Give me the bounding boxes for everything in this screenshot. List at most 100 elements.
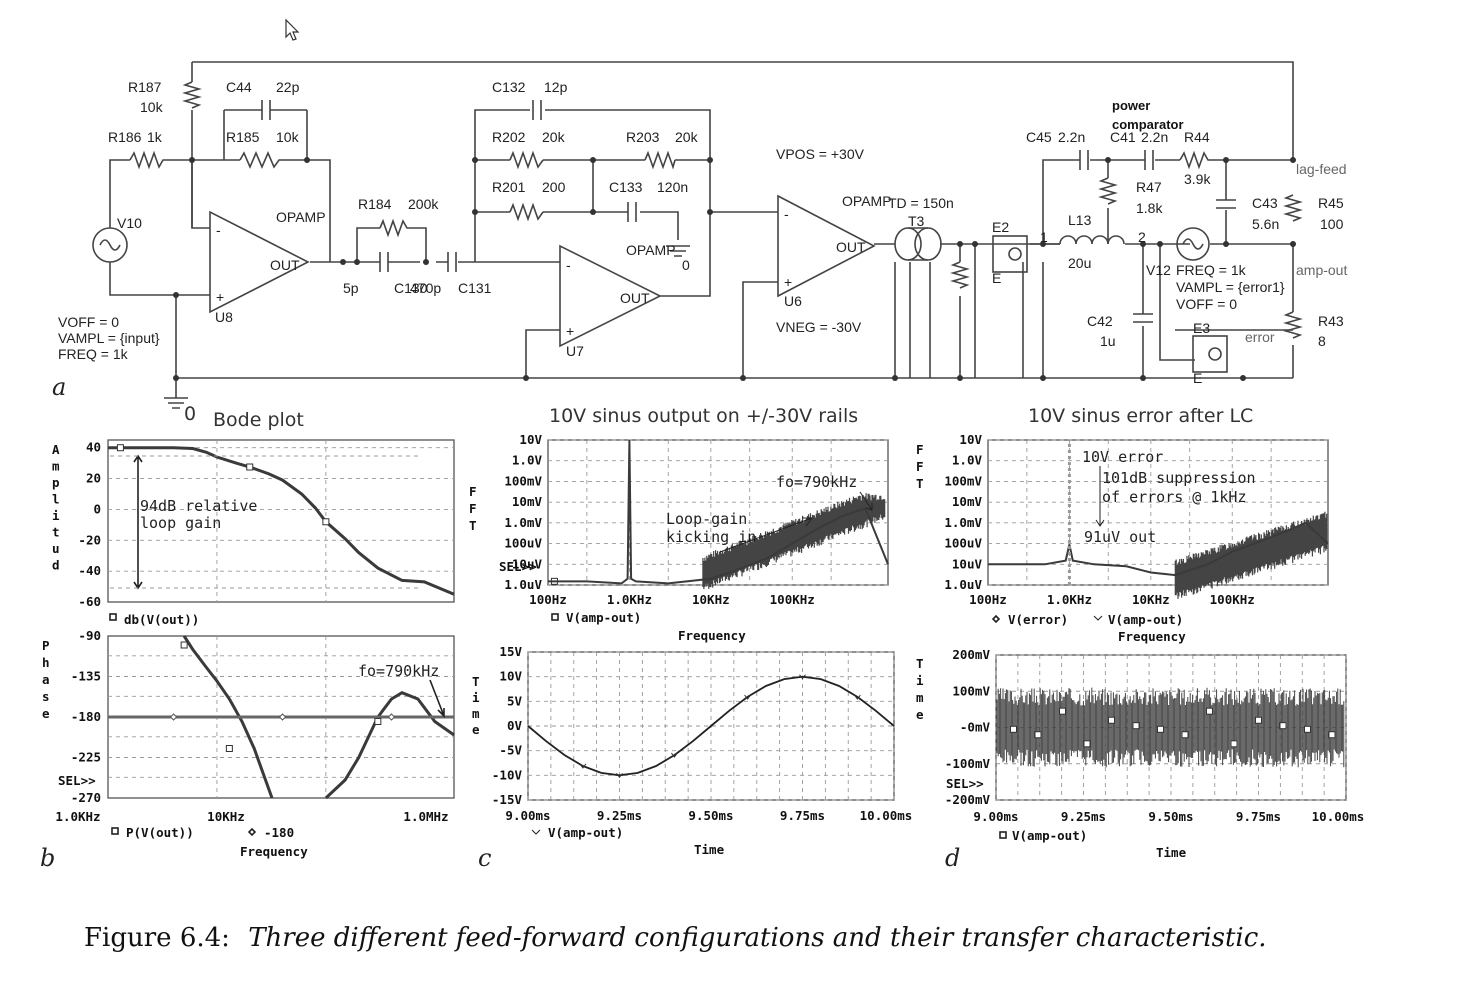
series-noise-amp-out-d [1174,511,1328,599]
resistor-r47 [1098,177,1118,205]
annotation-comparator: comparator [1112,117,1184,132]
label-c130: C130 [394,280,428,296]
xlabel-d-top: Frequency [1118,629,1186,644]
tick-label: 9.00ms [973,809,1018,824]
legend-d-top-2: V(amp-out) [1108,612,1183,627]
axis-letter: T [469,518,477,533]
series-marker [854,694,861,700]
ref-u7: U7 [566,343,584,359]
annotation-errors-1khz: of errors @ 1kHz [1102,488,1247,506]
value-r47: 1.8k [1136,200,1163,216]
annotation-91uv: 91uV out [1084,528,1156,546]
axis-letter: i [52,508,60,523]
value-r202: 20k [542,129,566,145]
opamp-label-u7: OPAMP [626,242,676,258]
tick-label: 10KHz [692,592,730,607]
net-error: error [1245,329,1275,345]
series-marker [1279,722,1287,730]
series-marker [116,444,124,452]
label-e3: E3 [1193,320,1210,336]
series-marker [1132,722,1140,730]
annotation-arrow-fo-b [429,679,445,718]
value-c45: 2.2n [1058,129,1085,145]
series-line-amp-out-c-time [527,675,895,777]
annotation-10v-error: 10V error [1082,448,1163,466]
tick-label: 10mV [952,494,983,509]
resistor-r45 [1283,194,1303,222]
tick-label: 100mV [952,683,990,698]
label-v10: V10 [117,215,142,231]
axis-letter: m [52,459,60,474]
series-marker [387,713,396,721]
label-l13: L13 [1068,212,1092,228]
tline-t3-left [894,227,922,261]
node-1: 1 [1040,229,1048,245]
net-amp-out: amp-out [1296,262,1347,278]
xlabel-d-bottom: Time [1156,845,1187,860]
u8-minus: - [216,222,221,238]
series-marker [616,773,623,779]
tick-label: 1.0uV [504,577,542,592]
tick-label: 100KHz [1210,592,1255,607]
series-marker [322,518,330,526]
sel-marker-b: SEL>> [58,773,96,788]
panel-c-title: 10V sinus output on +/-30V rails [549,405,858,427]
opamp-label-u8: OPAMP [276,209,326,225]
series-marker [1206,707,1213,715]
tick-label: -60 [78,594,101,609]
axis-letter: F [469,484,477,499]
axis-letter: F [916,442,924,457]
label-r185: R185 [226,129,260,145]
tick-label: 1.0V [952,453,983,468]
value-c42: 1u [1100,333,1116,349]
resistor-r187 [182,81,202,109]
series-line-amp-out-c-fft [548,439,889,585]
label-c44: C44 [226,79,252,95]
tick-label: -225 [71,750,101,765]
xlabel-c-bottom: Time [694,842,725,857]
label-r203: R203 [626,129,660,145]
series-marker [1304,725,1311,733]
legend-marker-d-bottom [999,831,1007,839]
axis-letter: T [916,476,924,491]
axis-letter: T [472,674,480,689]
tick-label: 20 [86,471,101,486]
tick-label: -180 [71,709,101,724]
tick-label: 10uV [952,556,983,571]
value-c130-5p: 5p [343,280,359,296]
capacitor-c44 [255,100,278,120]
v10-voff: VOFF = 0 [58,314,119,330]
capacitor-c131 [447,252,457,272]
annotation-fo-b: fo=790kHz [358,662,439,680]
tick-label: 10KHz [1132,592,1170,607]
tick-label: -15V [492,792,523,807]
out-u8: OUT [270,257,300,273]
tick-label: 9.50ms [688,808,733,823]
annotation-kicking-in: kicking in [666,528,756,546]
u8-plus: + [216,289,224,305]
annotation-fo-c: fo=790kHz [776,473,857,491]
value-c133: 120n [657,179,688,195]
wire-ground-rail [175,262,1293,398]
annotation-94db: 94dB relative [140,497,257,515]
series-marker [1108,716,1115,724]
axis-letter: m [916,690,924,705]
u6-minus: - [784,206,789,222]
label-r47: R47 [1136,179,1162,195]
label-c131: C131 [458,280,492,296]
panel-c: 10V 1.0V 100mV 10mV 1.0mV 100uV 10uV 1.0uV100Hz… [469,432,912,872]
tick-label: 100uV [504,536,542,551]
tick-label: -5V [499,743,522,758]
legend-d-bottom: V(amp-out) [1012,828,1087,843]
value-r187: 10k [140,99,164,115]
u7-plus: + [566,323,574,339]
opamp-label-u6: OPAMP [842,193,892,209]
value-r184: 200k [408,196,439,212]
tick-label: 10.00ms [860,808,913,823]
legend-b-top: db(V(out)) [124,612,199,627]
legend-b-bottom: P(V(out)) [126,825,194,840]
series-marker [1328,731,1336,739]
tick-label: 9.25ms [597,808,642,823]
